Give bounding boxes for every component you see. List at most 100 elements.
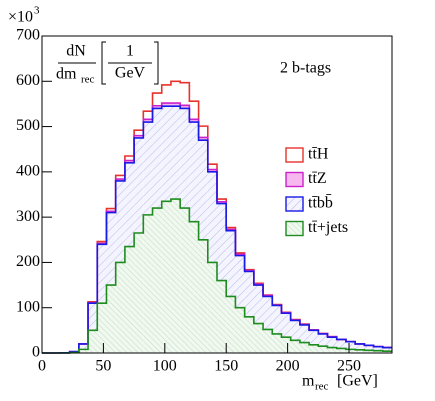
legend-label: tt̄Z [308,170,327,187]
legend-swatch [285,220,304,237]
bin-segment [152,93,162,106]
bin-segment [336,339,346,349]
bin-segment [78,343,89,350]
y-multiplier-exponent: 3 [34,5,40,17]
bin-segment [309,344,319,353]
bin-segment [143,111,153,120]
bin-segment [272,305,282,334]
bin-segment [355,343,365,350]
bin-segment [318,333,328,347]
bin-segment [327,337,337,348]
bin-segment [152,108,162,209]
bin-segment [180,208,190,353]
legend-swatch [285,196,304,212]
bin-segment [235,255,245,308]
bin-segment [97,244,107,304]
bin-segment [382,351,392,353]
y-tick-label: 400 [16,163,40,180]
bin-segment [124,156,135,161]
histogram-outline [42,105,392,354]
bin-segment [115,262,125,353]
bin-segment [106,212,116,286]
bin-segment [134,135,144,138]
bin-segment [253,285,264,324]
bin-segment [170,81,181,104]
bin-segment [134,130,144,136]
x-tick-label: 0 [38,358,46,375]
bin-segment [217,203,227,281]
bin-segment [180,108,190,209]
bin-segment [290,320,300,341]
y-label-unit-denominator: GeV [115,65,146,82]
bin-segment [198,137,208,141]
bin-segment [180,105,190,109]
bin-segment [318,346,328,353]
bin-segment [345,341,356,350]
bin-segment [226,227,236,230]
bin-segment [226,230,236,297]
legend-swatch [285,171,304,188]
y-multiplier: ×10 [8,9,33,26]
frame [41,35,393,354]
bin-segment [235,307,245,353]
y-label-denominator: dm [56,66,77,83]
bin-segment [299,324,310,343]
y-tick-label: 500 [16,117,40,134]
bin-segment [198,140,208,240]
bin-segment [106,208,116,212]
x-label-unit: [GeV] [337,373,378,390]
y-tick-label: 700 [16,27,40,44]
legend-label: tt̄H [308,146,329,163]
bracket [101,41,159,85]
bin-segment [244,316,254,353]
plot-area [42,80,392,354]
bin-segment [263,296,273,330]
y-tick-label: 100 [16,298,40,315]
bin-segment [134,137,144,233]
bin-segment [345,349,356,353]
bin-segment [115,175,125,180]
bin-segment [281,337,291,353]
x-tick-label: 250 [337,358,361,375]
bin-segment [364,350,374,353]
bin-segment [152,105,162,109]
bin-segment [281,313,291,338]
bin-segment [382,347,392,352]
bin-segment [207,164,217,170]
x-label: m [302,373,315,390]
bin-segment [124,160,135,163]
bin-segment [272,333,282,353]
x-tick-label: 50 [95,358,111,375]
x-label-sub: rec [315,381,329,393]
bin-segment [88,330,98,353]
bin-segment [115,179,125,181]
bin-segment [124,246,135,353]
bin-segment [161,84,171,104]
x-tick-label: 150 [214,358,238,375]
bin-segment [97,303,107,353]
bin-segment [217,201,227,204]
bin-segment [198,239,208,353]
bin-segment [373,346,383,351]
y-tick-label: 300 [16,208,40,225]
annotation: 2 b-tags [280,60,331,77]
bin-segment [253,323,264,353]
bin-segment [355,349,365,353]
bin-segment [161,103,171,107]
bin-segment [336,348,346,353]
legend-swatch [285,147,304,163]
bin-segment [207,171,217,263]
bin-segment [152,208,162,353]
bin-segment [78,349,89,353]
bin-segment [207,169,217,172]
legend-label: tt̄bb̄ [308,194,333,212]
y-tick-label: 200 [16,253,40,270]
bin-segment [364,345,374,351]
bin-segment [170,199,181,353]
bin-segment [143,122,153,215]
bin-segment [88,303,98,331]
bin-segment [161,106,171,202]
bin-segment [170,106,181,200]
bin-segment [115,180,125,263]
